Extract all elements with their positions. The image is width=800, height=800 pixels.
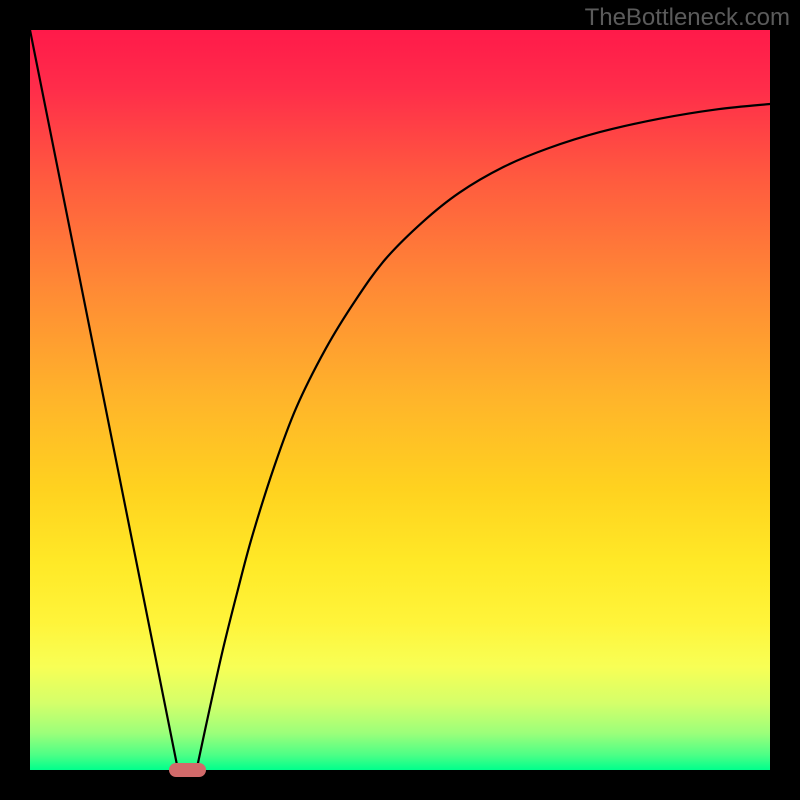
plot-area — [30, 30, 770, 770]
bottleneck-curve — [30, 30, 770, 770]
chart-container: TheBottleneck.com — [0, 0, 800, 800]
watermark-text: TheBottleneck.com — [585, 4, 790, 32]
bottleneck-marker — [169, 763, 206, 777]
curve-layer — [30, 30, 770, 770]
